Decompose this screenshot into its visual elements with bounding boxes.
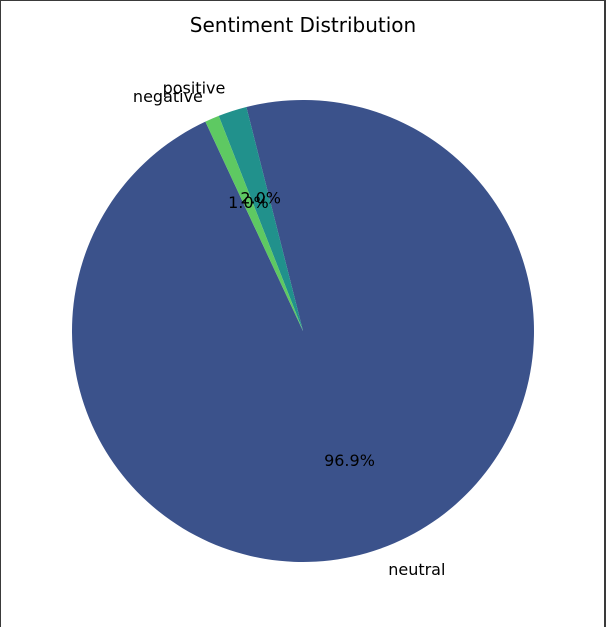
pie-labels: neutral 96.9% positive 2.0% negative 1.0% — [133, 79, 446, 579]
slice-label-positive: positive — [163, 79, 226, 98]
slice-label-neutral: neutral — [388, 560, 445, 579]
slice-percent-neutral: 96.9% — [324, 451, 375, 470]
chart-title: Sentiment Distribution — [190, 13, 416, 37]
pie-slice-negative — [205, 115, 303, 331]
pie-slices — [71, 99, 535, 563]
slice-percent-negative: 1.0% — [228, 193, 269, 212]
slice-label-negative: negative — [133, 87, 203, 106]
pie-slice-positive — [218, 107, 303, 331]
slice-percent-positive: 2.0% — [240, 189, 281, 208]
